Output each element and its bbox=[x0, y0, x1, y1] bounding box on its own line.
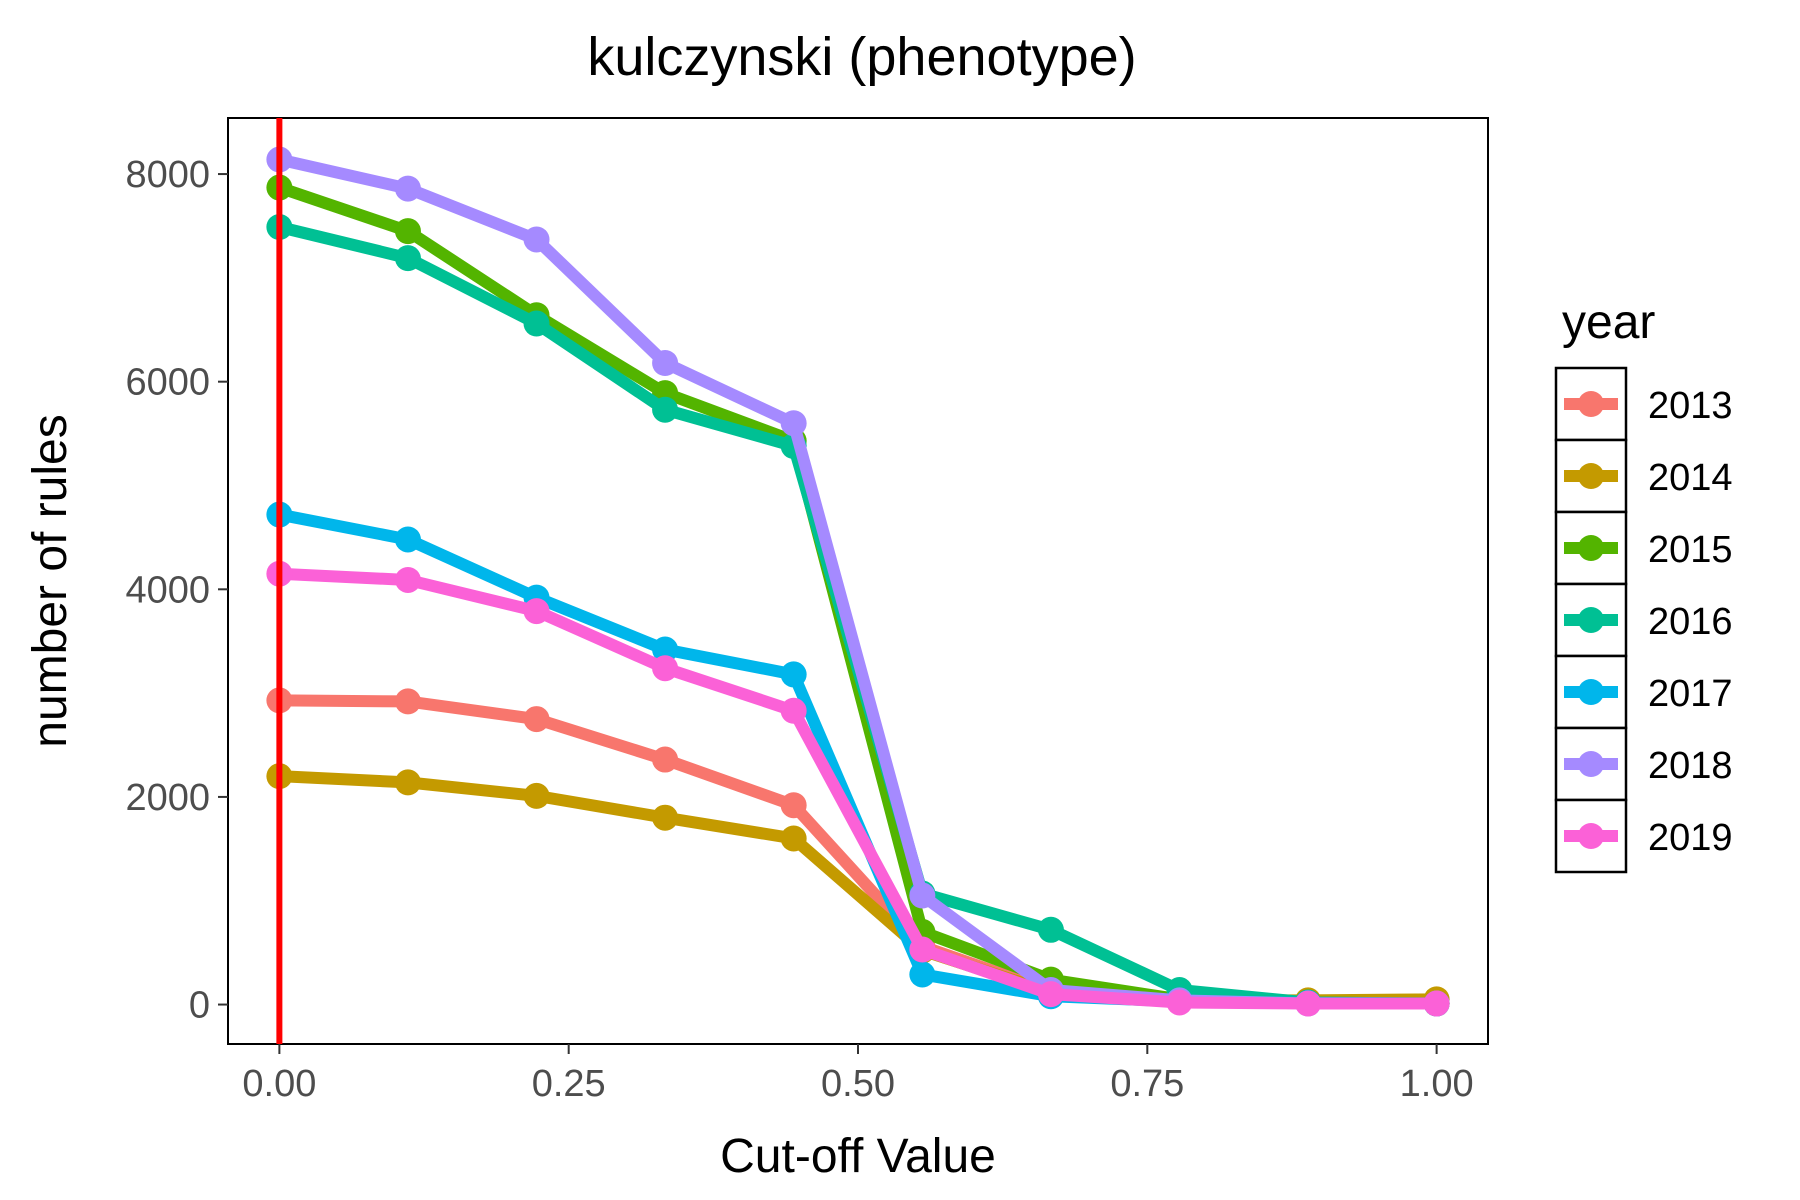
data-point-2013 bbox=[652, 746, 679, 773]
legend: year 2013 2014 2015 2016 2017 2018 2019 bbox=[1554, 296, 1733, 874]
data-point-2014 bbox=[523, 782, 550, 809]
data-point-2016 bbox=[523, 310, 550, 337]
legend-label: 2016 bbox=[1648, 601, 1733, 643]
legend-label: 2019 bbox=[1648, 817, 1733, 859]
data-point-2019 bbox=[1037, 981, 1064, 1008]
data-point-2017 bbox=[780, 661, 807, 688]
legend-item-2013: 2013 bbox=[1554, 366, 1733, 442]
x-axis: 0.00 0.25 0.50 0.75 1.00 bbox=[242, 1044, 1474, 1105]
data-point-2019 bbox=[1423, 990, 1450, 1017]
x-tick-label: 0.00 bbox=[242, 1063, 316, 1105]
legend-key-point bbox=[1578, 679, 1604, 705]
data-point-2018 bbox=[394, 175, 421, 202]
data-point-2016 bbox=[394, 245, 421, 272]
data-point-2016 bbox=[652, 396, 679, 423]
y-tick-label: 4000 bbox=[125, 569, 210, 611]
legend-label: 2017 bbox=[1648, 673, 1733, 715]
legend-item-2015: 2015 bbox=[1554, 510, 1733, 586]
data-point-2014 bbox=[652, 804, 679, 831]
data-point-2016 bbox=[1037, 916, 1064, 943]
chart-title: kulczynski (phenotype) bbox=[587, 27, 1136, 87]
legend-keys: 2013 2014 2015 2016 2017 2018 2019 bbox=[1554, 366, 1733, 874]
data-point-2018 bbox=[780, 410, 807, 437]
legend-key-point bbox=[1578, 751, 1604, 777]
data-point-2014 bbox=[780, 825, 807, 852]
legend-label: 2014 bbox=[1648, 457, 1733, 499]
legend-key-point bbox=[1578, 535, 1604, 561]
data-point-2018 bbox=[652, 349, 679, 376]
data-point-2013 bbox=[394, 688, 421, 715]
y-tick-label: 0 bbox=[189, 985, 210, 1027]
y-tick-label: 2000 bbox=[125, 777, 210, 819]
data-point-2017 bbox=[652, 636, 679, 663]
legend-key-point bbox=[1578, 391, 1604, 417]
data-point-2015 bbox=[394, 218, 421, 245]
data-point-2019 bbox=[523, 598, 550, 625]
y-tick-label: 8000 bbox=[125, 154, 210, 196]
legend-label: 2013 bbox=[1648, 385, 1733, 427]
y-axis: 0 2000 4000 6000 8000 bbox=[125, 154, 228, 1027]
legend-label: 2015 bbox=[1648, 529, 1733, 571]
data-point-2018 bbox=[909, 882, 936, 909]
legend-key-point bbox=[1578, 607, 1604, 633]
x-tick-label: 0.50 bbox=[821, 1063, 895, 1105]
x-tick-label: 0.75 bbox=[1110, 1063, 1184, 1105]
data-point-2014 bbox=[394, 769, 421, 796]
data-point-2019 bbox=[1295, 990, 1322, 1017]
data-point-2017 bbox=[909, 961, 936, 988]
series-line-2019 bbox=[273, 567, 1443, 1010]
data-point-2019 bbox=[652, 655, 679, 682]
data-point-2013 bbox=[523, 706, 550, 733]
data-point-2019 bbox=[780, 697, 807, 724]
legend-item-2016: 2016 bbox=[1554, 582, 1733, 658]
x-tick-label: 0.25 bbox=[532, 1063, 606, 1105]
y-tick-label: 6000 bbox=[125, 362, 210, 404]
data-point-2017 bbox=[394, 526, 421, 553]
legend-title: year bbox=[1562, 296, 1655, 349]
data-point-2019 bbox=[1166, 989, 1193, 1016]
x-tick-label: 1.00 bbox=[1400, 1063, 1474, 1105]
series-2019 bbox=[266, 560, 1450, 1017]
legend-label: 2018 bbox=[1648, 745, 1733, 787]
x-axis-title: Cut-off Value bbox=[720, 1130, 996, 1183]
legend-item-2017: 2017 bbox=[1554, 654, 1733, 730]
legend-item-2019: 2019 bbox=[1554, 798, 1733, 874]
data-point-2019 bbox=[909, 936, 936, 963]
data-point-2013 bbox=[780, 792, 807, 819]
data-point-2019 bbox=[394, 566, 421, 593]
y-axis-title: number of rules bbox=[24, 414, 77, 748]
legend-key-point bbox=[1578, 463, 1604, 489]
series-layer bbox=[266, 146, 1450, 1017]
legend-item-2018: 2018 bbox=[1554, 726, 1733, 802]
legend-item-2014: 2014 bbox=[1554, 438, 1733, 514]
legend-key-point bbox=[1578, 823, 1604, 849]
data-point-2018 bbox=[523, 226, 550, 253]
